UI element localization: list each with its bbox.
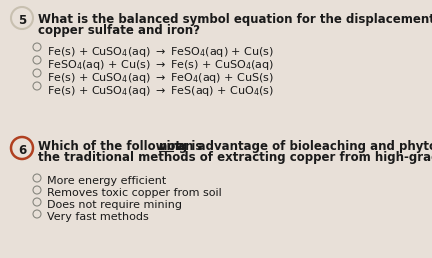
Text: not: not: [159, 140, 181, 153]
Text: Fe(s) + CuSO$_4$(aq) $\rightarrow$ FeS(aq) + CuO$_4$(s): Fe(s) + CuSO$_4$(aq) $\rightarrow$ FeS(a…: [47, 84, 274, 98]
Text: an advantage of bioleaching and phytomining over: an advantage of bioleaching and phytomin…: [173, 140, 432, 153]
Text: 5: 5: [18, 14, 26, 28]
Text: Which of the following is: Which of the following is: [38, 140, 206, 153]
Text: Fe(s) + CuSO$_4$(aq) $\rightarrow$ FeSO$_4$(aq) + Cu(s): Fe(s) + CuSO$_4$(aq) $\rightarrow$ FeSO$…: [47, 45, 274, 59]
Text: FeSO$_4$(aq) + Cu(s) $\rightarrow$ Fe(s) + CuSO$_4$(aq): FeSO$_4$(aq) + Cu(s) $\rightarrow$ Fe(s)…: [47, 58, 274, 72]
Text: the traditional methods of extracting copper from high-grade ores?: the traditional methods of extracting co…: [38, 151, 432, 164]
Text: Removes toxic copper from soil: Removes toxic copper from soil: [47, 188, 222, 198]
Text: Very fast methods: Very fast methods: [47, 212, 149, 222]
Text: What is the balanced symbol equation for the displacement reaction between: What is the balanced symbol equation for…: [38, 13, 432, 26]
Text: More energy efficient: More energy efficient: [47, 176, 166, 186]
Text: copper sulfate and iron?: copper sulfate and iron?: [38, 24, 200, 37]
Text: Does not require mining: Does not require mining: [47, 200, 182, 210]
Text: Fe(s) + CuSO$_4$(aq) $\rightarrow$ FeO$_4$(aq) + CuS(s): Fe(s) + CuSO$_4$(aq) $\rightarrow$ FeO$_…: [47, 71, 274, 85]
Text: 6: 6: [18, 144, 26, 157]
